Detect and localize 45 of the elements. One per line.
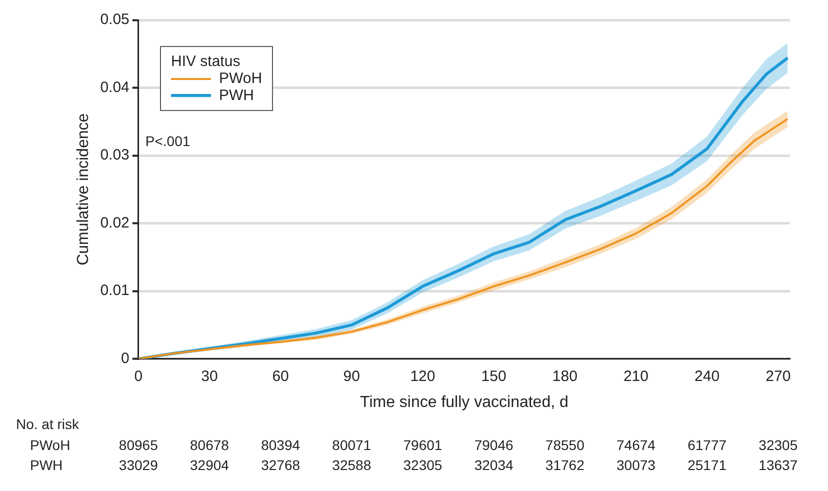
- text: 80071: [332, 436, 372, 453]
- x-tick-label: 60: [272, 368, 289, 385]
- y-tick-label: 0.03: [100, 146, 130, 164]
- text: 32305: [403, 456, 442, 473]
- text: No. at risk: [16, 416, 80, 432]
- text: 74674: [616, 436, 656, 453]
- x-tick-label: 30: [201, 368, 218, 385]
- text: 79601: [403, 436, 442, 453]
- text: PWH: [30, 456, 63, 473]
- y-tick-label: 0.01: [100, 282, 130, 300]
- legend-label: PWoH: [219, 70, 262, 87]
- text: 25171: [688, 456, 727, 473]
- text: 79046: [474, 436, 514, 453]
- x-tick-label: 0: [134, 368, 143, 385]
- text: 31762: [545, 456, 585, 473]
- text: 78550: [545, 436, 585, 453]
- x-tick-label: 270: [766, 368, 791, 385]
- text: 32904: [190, 456, 230, 473]
- x-tick-label: 90: [343, 368, 360, 385]
- y-tick-label: 0.02: [100, 214, 130, 232]
- text: 32305: [758, 436, 798, 453]
- text: 61777: [688, 436, 727, 453]
- y-tick-label: 0.04: [100, 78, 130, 96]
- text: 32034: [474, 456, 514, 473]
- x-tick-label: 240: [694, 368, 720, 385]
- text: 80965: [118, 436, 158, 453]
- text: 80678: [190, 436, 230, 453]
- annotation: P<.001: [145, 133, 190, 149]
- y-tick-label: 0.05: [100, 11, 130, 28]
- text: 32588: [332, 456, 372, 473]
- y-tick-label: 0: [121, 350, 130, 367]
- x-axis-title: Time since fully vaccinated, d: [360, 394, 568, 411]
- text: PWoH: [30, 436, 70, 453]
- legend-label: PWH: [219, 87, 254, 104]
- x-tick-label: 150: [481, 368, 506, 385]
- x-tick-label: 210: [623, 368, 648, 385]
- y-axis-title: Cumulative incidence: [75, 113, 92, 266]
- x-tick-label: 180: [552, 368, 578, 385]
- legend-title: HIV status: [171, 53, 242, 70]
- text: 32768: [261, 456, 300, 473]
- text: 80394: [261, 436, 300, 453]
- text: 30073: [616, 456, 656, 473]
- text: 13637: [758, 456, 798, 473]
- x-tick-label: 120: [410, 368, 436, 385]
- text: 33029: [118, 456, 158, 473]
